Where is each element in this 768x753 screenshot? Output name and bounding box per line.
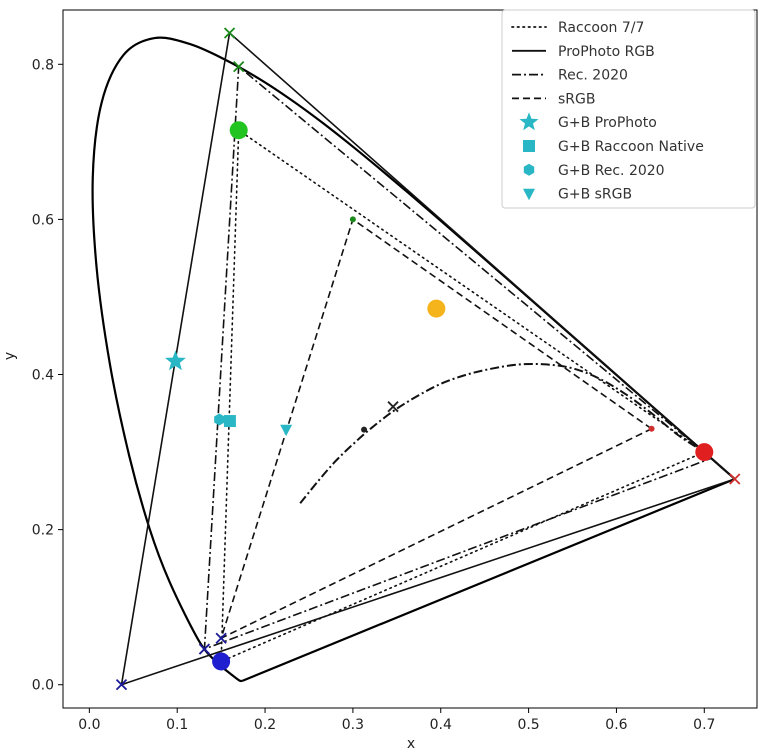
legend-label: G+B Rec. 2020 [558, 163, 665, 179]
primary-vertex-x-marker [215, 632, 227, 644]
legend-swatch-marker [519, 112, 539, 131]
x-tick-label: 0.0 [78, 717, 100, 733]
marker-layer [115, 27, 741, 691]
white-point-dot-marker [361, 426, 368, 433]
gamut-rec-2020 [203, 64, 712, 651]
g-b-rec-2020-hexagon-marker [214, 413, 225, 426]
primary-vertex-x-marker [223, 27, 236, 39]
primary-dot-dot-marker [229, 121, 248, 140]
legend-swatch-marker [523, 140, 535, 152]
y-tick-label: 0.6 [32, 212, 54, 228]
primary-dot-dot-marker [349, 216, 356, 223]
primary-vertex-x-marker [729, 473, 741, 485]
primary-dot-dot-marker [695, 443, 714, 462]
g-b-srgb-triangle-down-marker [280, 424, 293, 437]
legend-label: ProPhoto RGB [558, 44, 655, 60]
y-tick-label: 0.4 [32, 368, 54, 384]
y-axis-label: y [2, 352, 18, 360]
planckian-locus [299, 362, 705, 504]
gamut-raccoon-7-7 [220, 128, 706, 663]
g-b-prophoto-star-marker [164, 350, 186, 371]
primary-vertex-x-marker [198, 643, 211, 655]
legend-label: G+B sRGB [558, 187, 632, 203]
legend-items: Raccoon 7/7 ProPhoto RGB Rec. 2020 sRGB G+B … [511, 20, 704, 203]
y-tick-label: 0.2 [32, 523, 54, 539]
white-point-x-marker [387, 401, 399, 413]
x-tick-label: 0.3 [342, 717, 364, 733]
legend-label: G+B ProPhoto [558, 115, 657, 131]
x-tick-label: 0.4 [430, 717, 452, 733]
primary-vertex-x-marker [233, 60, 245, 73]
legend-swatch-marker [523, 163, 535, 176]
y-ticks: 0.0 0.2 0.4 0.6 0.8 [32, 57, 63, 694]
x-tick-label: 0.6 [605, 717, 627, 733]
legend-label: sRGB [558, 91, 595, 107]
legend-label: Raccoon 7/7 [558, 20, 644, 36]
plot-area [91, 27, 741, 691]
x-tick-label: 0.1 [166, 717, 188, 733]
x-tick-label: 0.2 [254, 717, 276, 733]
legend: Raccoon 7/7 ProPhoto RGB Rec. 2020 sRGB G+B … [501, 9, 756, 209]
legend-label: G+B Raccoon Native [558, 139, 704, 155]
legend-box [501, 9, 756, 209]
x-tick-label: 0.5 [517, 717, 539, 733]
extra-point-dot-marker [427, 299, 446, 318]
plot-frame [62, 9, 758, 709]
x-ticks: 0.0 0.1 0.2 0.3 0.4 0.5 0.6 0.7 [78, 708, 715, 733]
x-axis-label: x [407, 736, 415, 752]
y-tick-label: 0.8 [32, 57, 54, 73]
primary-vertex-x-marker [115, 679, 128, 691]
legend-swatch-marker [523, 188, 535, 201]
y-tick-label: 0.0 [32, 678, 54, 694]
legend-label: Rec. 2020 [558, 68, 628, 84]
x-tick-label: 0.7 [693, 717, 715, 733]
planckian-locus-layer [299, 362, 705, 504]
primary-dot-dot-marker [648, 425, 655, 432]
g-b-raccoon-native-square-marker [223, 415, 236, 428]
primary-dot-dot-marker [212, 652, 231, 671]
